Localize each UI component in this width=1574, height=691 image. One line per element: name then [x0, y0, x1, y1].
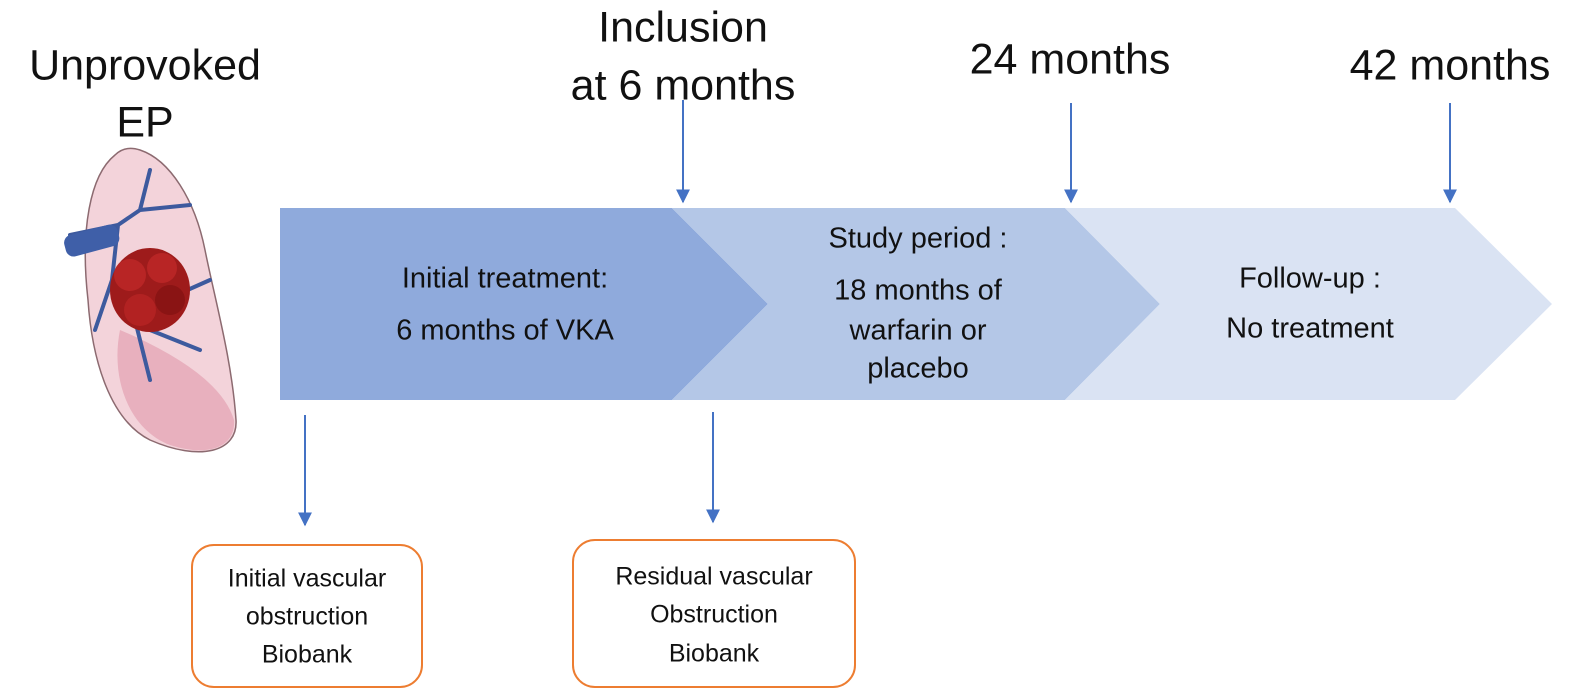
phase-text: placebo: [867, 353, 969, 385]
start-label: Unprovoked: [29, 41, 261, 89]
lung-illustration: [62, 148, 236, 451]
phase-text: No treatment: [1226, 313, 1394, 345]
box-text: obstruction: [246, 603, 368, 631]
phase-text: 18 months of: [834, 275, 1003, 307]
box-text: Residual vascular: [615, 563, 812, 591]
box-text: Initial vascular: [228, 565, 386, 593]
phase-text: Initial treatment:: [402, 263, 608, 295]
box-text: Biobank: [262, 641, 353, 669]
phase-text: warfarin or: [849, 315, 987, 347]
diagram: Unprovoked EP Inclusion at 6 months 24 m…: [0, 0, 1574, 691]
box-text: Biobank: [669, 640, 760, 668]
milestone-label: at 6 months: [571, 61, 796, 109]
phase-text: Follow-up :: [1239, 263, 1381, 295]
phase-chevron: [280, 208, 768, 400]
phase-text: Study period :: [829, 223, 1008, 255]
milestone-label: 42 months: [1350, 41, 1551, 89]
milestone-label: Inclusion: [598, 3, 768, 51]
milestone-label: 24 months: [970, 35, 1171, 83]
start-label: EP: [116, 98, 173, 146]
phase-text: 6 months of VKA: [396, 315, 614, 347]
box-text: Obstruction: [650, 601, 778, 629]
